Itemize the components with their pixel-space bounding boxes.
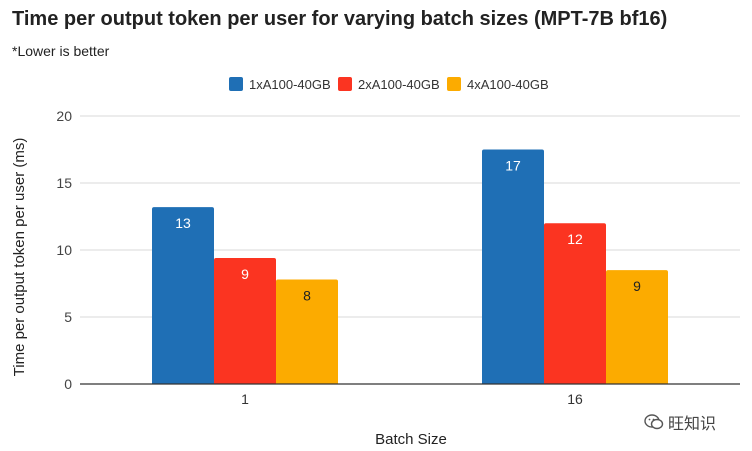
bar bbox=[544, 223, 606, 384]
y-axis-label: Time per output token per user (ms) bbox=[11, 138, 28, 377]
bar bbox=[482, 149, 544, 384]
data-label: 8 bbox=[303, 287, 311, 303]
wechat-icon bbox=[644, 414, 664, 430]
data-label: 13 bbox=[175, 215, 191, 231]
y-tick-label: 20 bbox=[56, 108, 72, 124]
legend-swatch bbox=[338, 77, 352, 91]
watermark-text: 旺知识 bbox=[668, 416, 717, 433]
data-label: 12 bbox=[567, 231, 583, 247]
y-tick-label: 15 bbox=[56, 175, 72, 191]
x-tick-label: 16 bbox=[567, 391, 583, 407]
chart-subtitle: *Lower is better bbox=[12, 43, 110, 59]
data-label: 9 bbox=[241, 266, 249, 282]
watermark: 旺知识 bbox=[644, 410, 716, 434]
bar bbox=[152, 207, 214, 384]
y-tick-label: 10 bbox=[56, 242, 72, 258]
x-tick-label: 1 bbox=[241, 391, 249, 407]
data-label: 17 bbox=[505, 158, 521, 174]
chart-title: Time per output token per user for varyi… bbox=[12, 8, 668, 30]
bar bbox=[606, 270, 668, 384]
legend-swatch bbox=[229, 77, 243, 91]
bar bbox=[214, 258, 276, 384]
y-tick-label: 0 bbox=[64, 376, 72, 392]
legend-swatch bbox=[447, 77, 461, 91]
y-tick-label: 5 bbox=[64, 309, 72, 325]
legend-label: 4xA100-40GB bbox=[467, 77, 549, 92]
data-label: 9 bbox=[633, 278, 641, 294]
bar bbox=[276, 279, 338, 384]
x-axis-label: Batch Size bbox=[375, 431, 447, 448]
legend-label: 1xA100-40GB bbox=[249, 77, 331, 92]
legend-label: 2xA100-40GB bbox=[358, 77, 440, 92]
